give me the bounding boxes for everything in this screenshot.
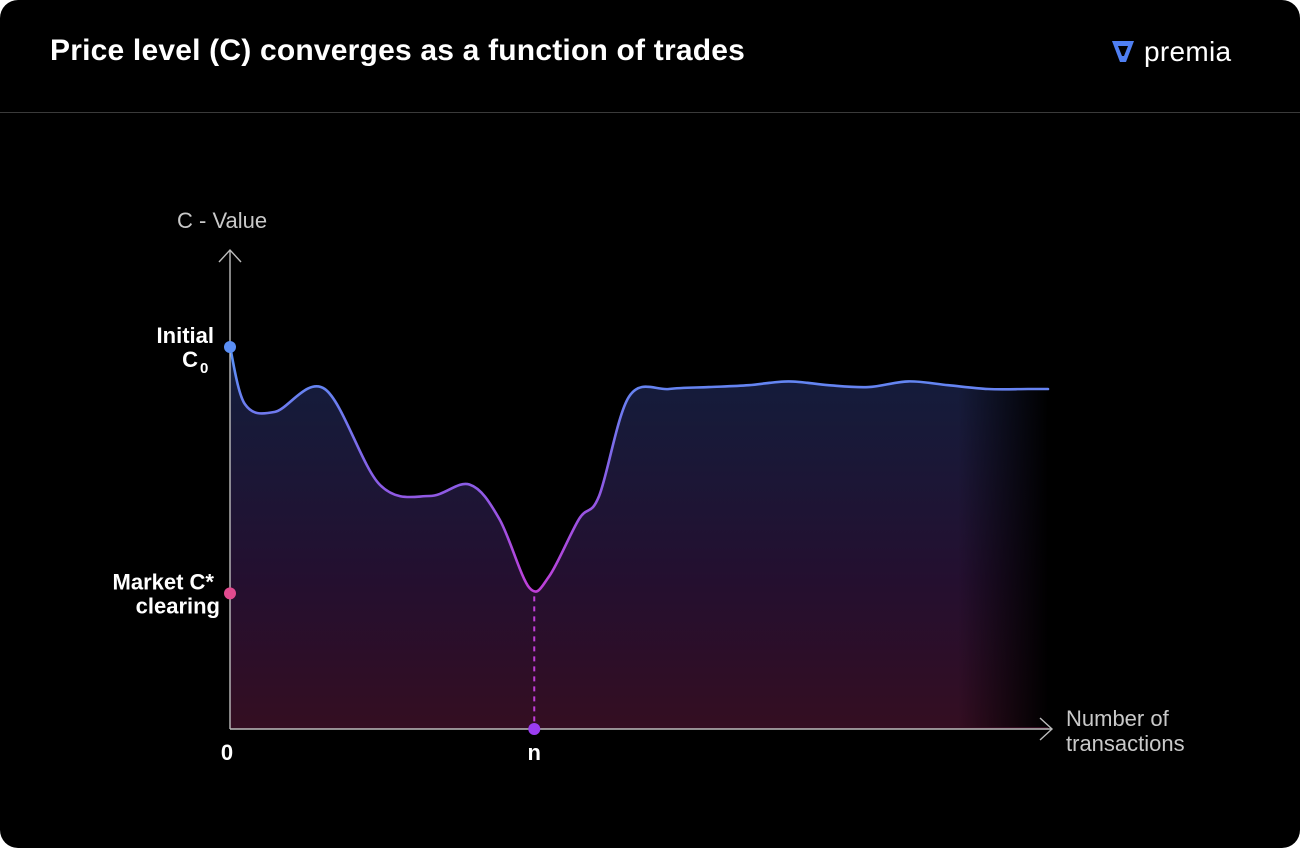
chart-fade-overlay [958,297,1050,727]
y-axis-arrow-icon [218,248,242,263]
y-axis-label: C - Value [177,208,267,233]
c0-subscript: 0 [200,360,208,377]
x-tick-label-0: 0 [221,740,233,765]
market-c-star-label: Market C* [113,569,215,594]
chart-area-fill [230,347,1048,729]
header: Price level (C) converges as a function … [0,0,1300,113]
brand-name: premia [1144,36,1232,67]
c0-label: C [182,347,198,372]
chart: C - Value Number of transactions 0 n InitialC… [113,208,1185,765]
x-axis-arrow-icon [1039,717,1054,741]
chart-plot: C - Value Number of transactions 0 n InitialC… [113,208,1185,765]
initial-label: Initial [157,323,214,348]
premia-logo-icon [1112,41,1134,62]
x-axis-label: Number of transactions [1066,706,1185,756]
n-marker [528,723,541,735]
page-title: Price level (C) converges as a function … [50,34,746,67]
x-tick-label-n: n [528,740,541,765]
brand: premia [1108,36,1231,68]
initial-c0-marker [224,341,236,353]
series-line [228,345,1050,593]
market-clearing-marker [224,587,236,600]
clearing-label: clearing [136,593,220,618]
